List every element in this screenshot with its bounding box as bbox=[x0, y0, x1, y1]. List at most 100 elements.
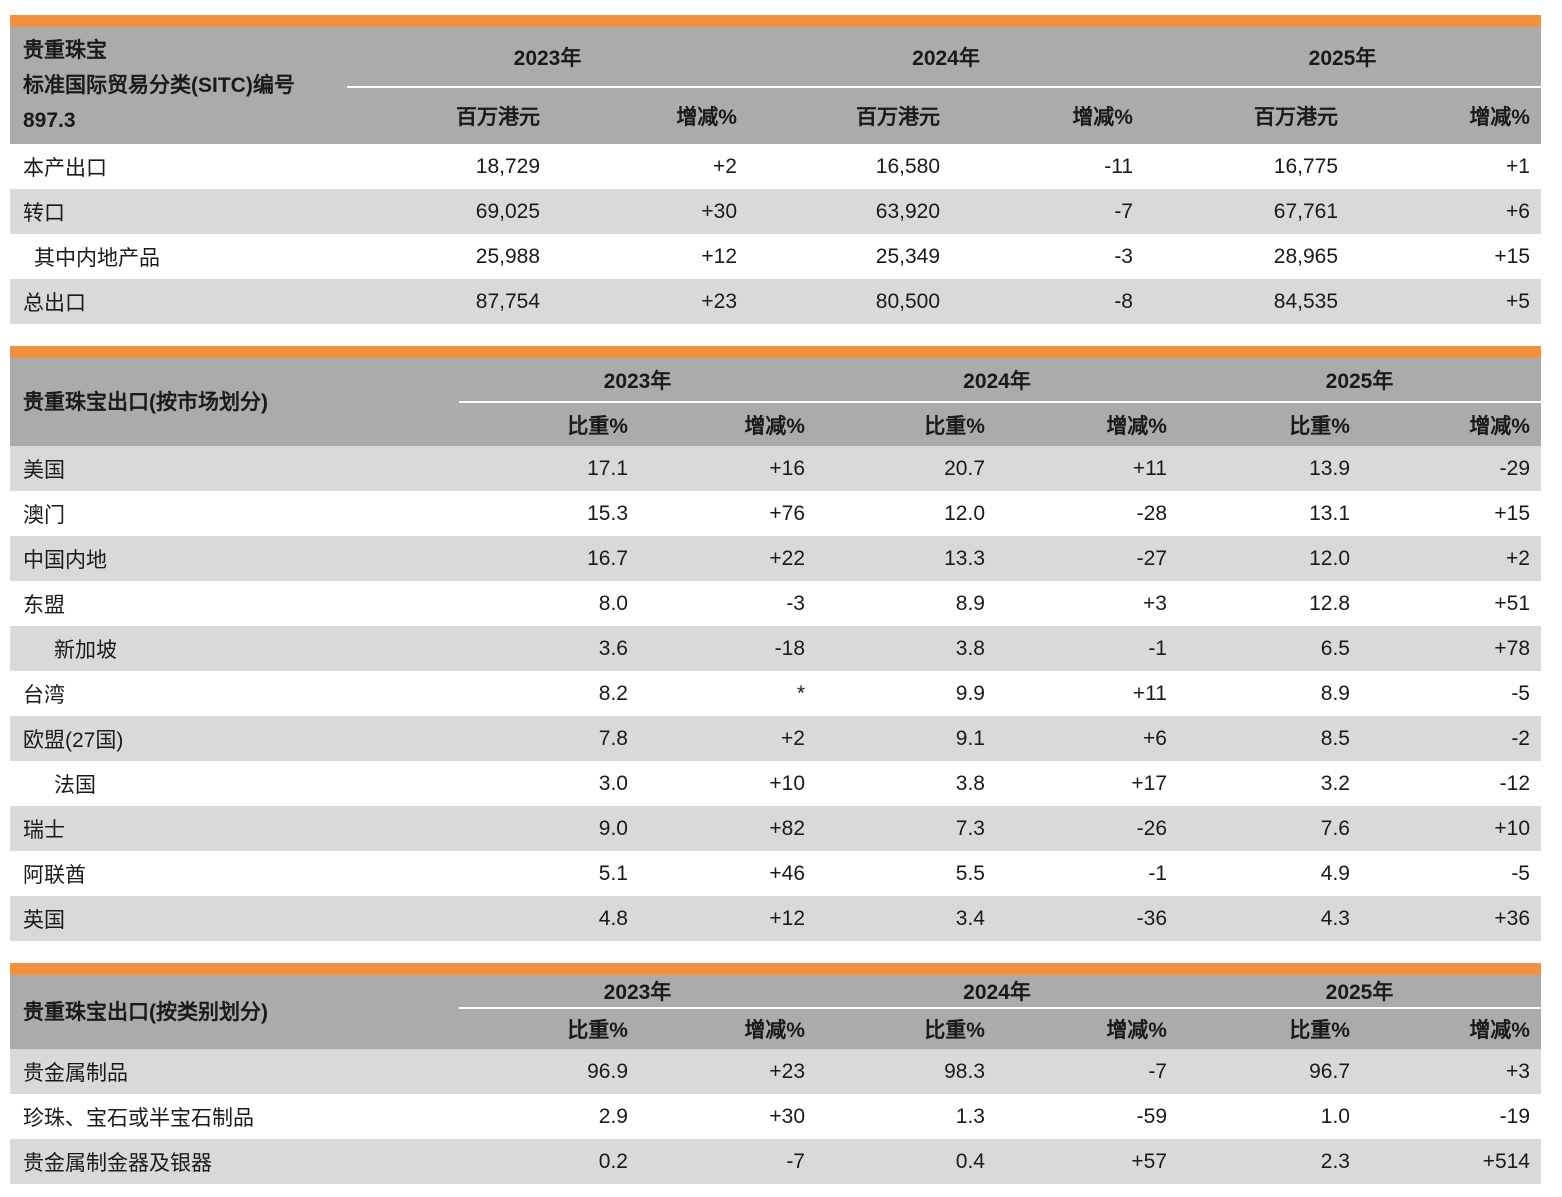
value-cell: 3.8 bbox=[955, 636, 985, 660]
row-label: 总出口 bbox=[23, 291, 86, 315]
value-cell: 12.0 bbox=[1309, 546, 1350, 570]
year-header: 2023年 bbox=[603, 369, 672, 393]
value-cell: 0.4 bbox=[955, 1149, 985, 1173]
value-cell: 13.1 bbox=[1309, 501, 1350, 525]
value-cell: 25,349 bbox=[875, 244, 940, 268]
subheader-cell: 比重% bbox=[567, 1019, 628, 1042]
value-cell: -36 bbox=[1136, 906, 1167, 930]
value-cell: -8 bbox=[1114, 289, 1133, 313]
value-cell: 4.8 bbox=[598, 906, 628, 930]
value-cell: -27 bbox=[1136, 546, 1167, 570]
subheader-row: 比重% 增减% 比重% 增减% 比重% 增减% bbox=[459, 403, 1541, 446]
value-cell: +22 bbox=[769, 546, 805, 570]
value-cell: +36 bbox=[1494, 906, 1530, 930]
value-cell: 20.7 bbox=[944, 456, 985, 480]
table-row: 法国 3.0 +10 3.8 +17 3.2 -12 bbox=[10, 761, 1541, 806]
value-cell: +23 bbox=[769, 1059, 805, 1083]
value-cell: +11 bbox=[1132, 681, 1167, 705]
value-cell: 87,754 bbox=[475, 289, 540, 313]
year-header: 2024年 bbox=[963, 981, 1031, 1004]
table-row: 台湾 8.2 * 9.9 +11 8.9 -5 bbox=[10, 671, 1541, 716]
year-row: 2023年 2024年 2025年 bbox=[459, 358, 1541, 403]
table-row: 转口 69,025 +30 63,920 -7 67,761 +6 bbox=[10, 189, 1541, 234]
subheader-cell: 增减% bbox=[1106, 414, 1167, 438]
value-cell: -59 bbox=[1136, 1104, 1167, 1128]
value-cell: +57 bbox=[1131, 1149, 1167, 1173]
value-cell: 12.0 bbox=[944, 501, 985, 525]
row-label: 阿联酋 bbox=[23, 863, 86, 887]
value-cell: +6 bbox=[1143, 726, 1167, 750]
year-header: 2025年 bbox=[1308, 46, 1377, 70]
value-cell: -1 bbox=[1148, 861, 1167, 885]
row-label: 东盟 bbox=[23, 593, 65, 617]
value-cell: +17 bbox=[1131, 771, 1167, 795]
value-cell: 1.0 bbox=[1320, 1104, 1350, 1128]
value-cell: 17.1 bbox=[587, 456, 628, 480]
value-cell: 12.8 bbox=[1309, 591, 1350, 615]
value-cell: 63,920 bbox=[875, 199, 940, 223]
value-cell: 98.3 bbox=[944, 1059, 985, 1083]
subheader-cell: 比重% bbox=[1289, 1019, 1350, 1042]
table-row: 阿联酋 5.1 +46 5.5 -1 4.9 -5 bbox=[10, 851, 1541, 896]
value-cell: 3.6 bbox=[598, 636, 628, 660]
value-cell: 16,775 bbox=[1273, 154, 1338, 178]
subheader-cell: 百万港元 bbox=[456, 106, 540, 129]
year-row: 2023年 2024年 2025年 bbox=[459, 975, 1541, 1009]
sitc-export-table: 贵重珠宝 标准国际贸易分类(SITC)编号 897.3 2023年 2024年 … bbox=[10, 15, 1541, 324]
value-cell: 3.4 bbox=[955, 906, 985, 930]
row-label: 珍珠、宝石或半宝石制品 bbox=[23, 1106, 254, 1130]
year-header-area: 2023年 2024年 2025年 比重% 增减% 比重% 增减% 比重% 增减… bbox=[459, 975, 1541, 1049]
subheader-cell: 增减% bbox=[1469, 106, 1530, 129]
value-cell: -12 bbox=[1499, 771, 1530, 795]
value-cell: +514 bbox=[1482, 1149, 1530, 1173]
row-label: 美国 bbox=[23, 458, 65, 482]
value-cell: 16.7 bbox=[587, 546, 628, 570]
subheader-cell: 比重% bbox=[924, 414, 985, 438]
table-row: 贵金属制品 96.9 +23 98.3 -7 96.7 +3 bbox=[10, 1049, 1541, 1094]
value-cell: 96.7 bbox=[1309, 1059, 1350, 1083]
value-cell: 3.8 bbox=[955, 771, 985, 795]
value-cell: +12 bbox=[769, 906, 805, 930]
value-cell: 69,025 bbox=[475, 199, 540, 223]
subheader-cell: 增减% bbox=[744, 1019, 805, 1042]
accent-bar bbox=[10, 346, 1541, 358]
value-cell: +10 bbox=[769, 771, 805, 795]
value-cell: 9.1 bbox=[955, 726, 985, 750]
value-cell: +78 bbox=[1494, 636, 1530, 660]
value-cell: -2 bbox=[1511, 726, 1530, 750]
value-cell: +82 bbox=[769, 816, 805, 840]
value-cell: 0.2 bbox=[598, 1149, 628, 1173]
subheader-cell: 增减% bbox=[1106, 1019, 1167, 1042]
value-cell: 5.5 bbox=[955, 861, 985, 885]
table-title: 贵重珠宝出口(按类别划分) bbox=[10, 975, 459, 1049]
year-header: 2025年 bbox=[1325, 369, 1394, 393]
year-row: 2023年 2024年 2025年 bbox=[347, 27, 1541, 88]
value-cell: 8.9 bbox=[1320, 681, 1350, 705]
table-title-line: 897.3 bbox=[23, 109, 76, 132]
subheader-cell: 比重% bbox=[924, 1019, 985, 1042]
subheader-cell: 增减% bbox=[744, 414, 805, 438]
value-cell: +3 bbox=[1506, 1059, 1530, 1083]
value-cell: -28 bbox=[1136, 501, 1167, 525]
year-header-area: 2023年 2024年 2025年 比重% 增减% 比重% 增减% 比重% 增减… bbox=[459, 358, 1541, 446]
year-header: 2025年 bbox=[1325, 981, 1394, 1004]
value-cell: 28,965 bbox=[1273, 244, 1338, 268]
value-cell: -29 bbox=[1499, 456, 1530, 480]
value-cell: 2.9 bbox=[598, 1104, 628, 1128]
subheader-cell: 比重% bbox=[567, 414, 628, 438]
value-cell: 2.3 bbox=[1320, 1149, 1350, 1173]
table-title-line: 贵重珠宝 bbox=[23, 39, 107, 62]
value-cell: +2 bbox=[713, 154, 737, 178]
value-cell: * bbox=[796, 681, 805, 705]
value-cell: -5 bbox=[1511, 861, 1530, 885]
subheader-cell: 增减% bbox=[1469, 1019, 1530, 1042]
accent-bar bbox=[10, 15, 1541, 27]
value-cell: -11 bbox=[1104, 154, 1133, 178]
subheader-cell: 增减% bbox=[1469, 414, 1530, 438]
value-cell: +2 bbox=[781, 726, 805, 750]
value-cell: 8.2 bbox=[598, 681, 628, 705]
row-label: 转口 bbox=[23, 201, 65, 225]
value-cell: +11 bbox=[1132, 456, 1167, 480]
value-cell: +51 bbox=[1494, 591, 1530, 615]
